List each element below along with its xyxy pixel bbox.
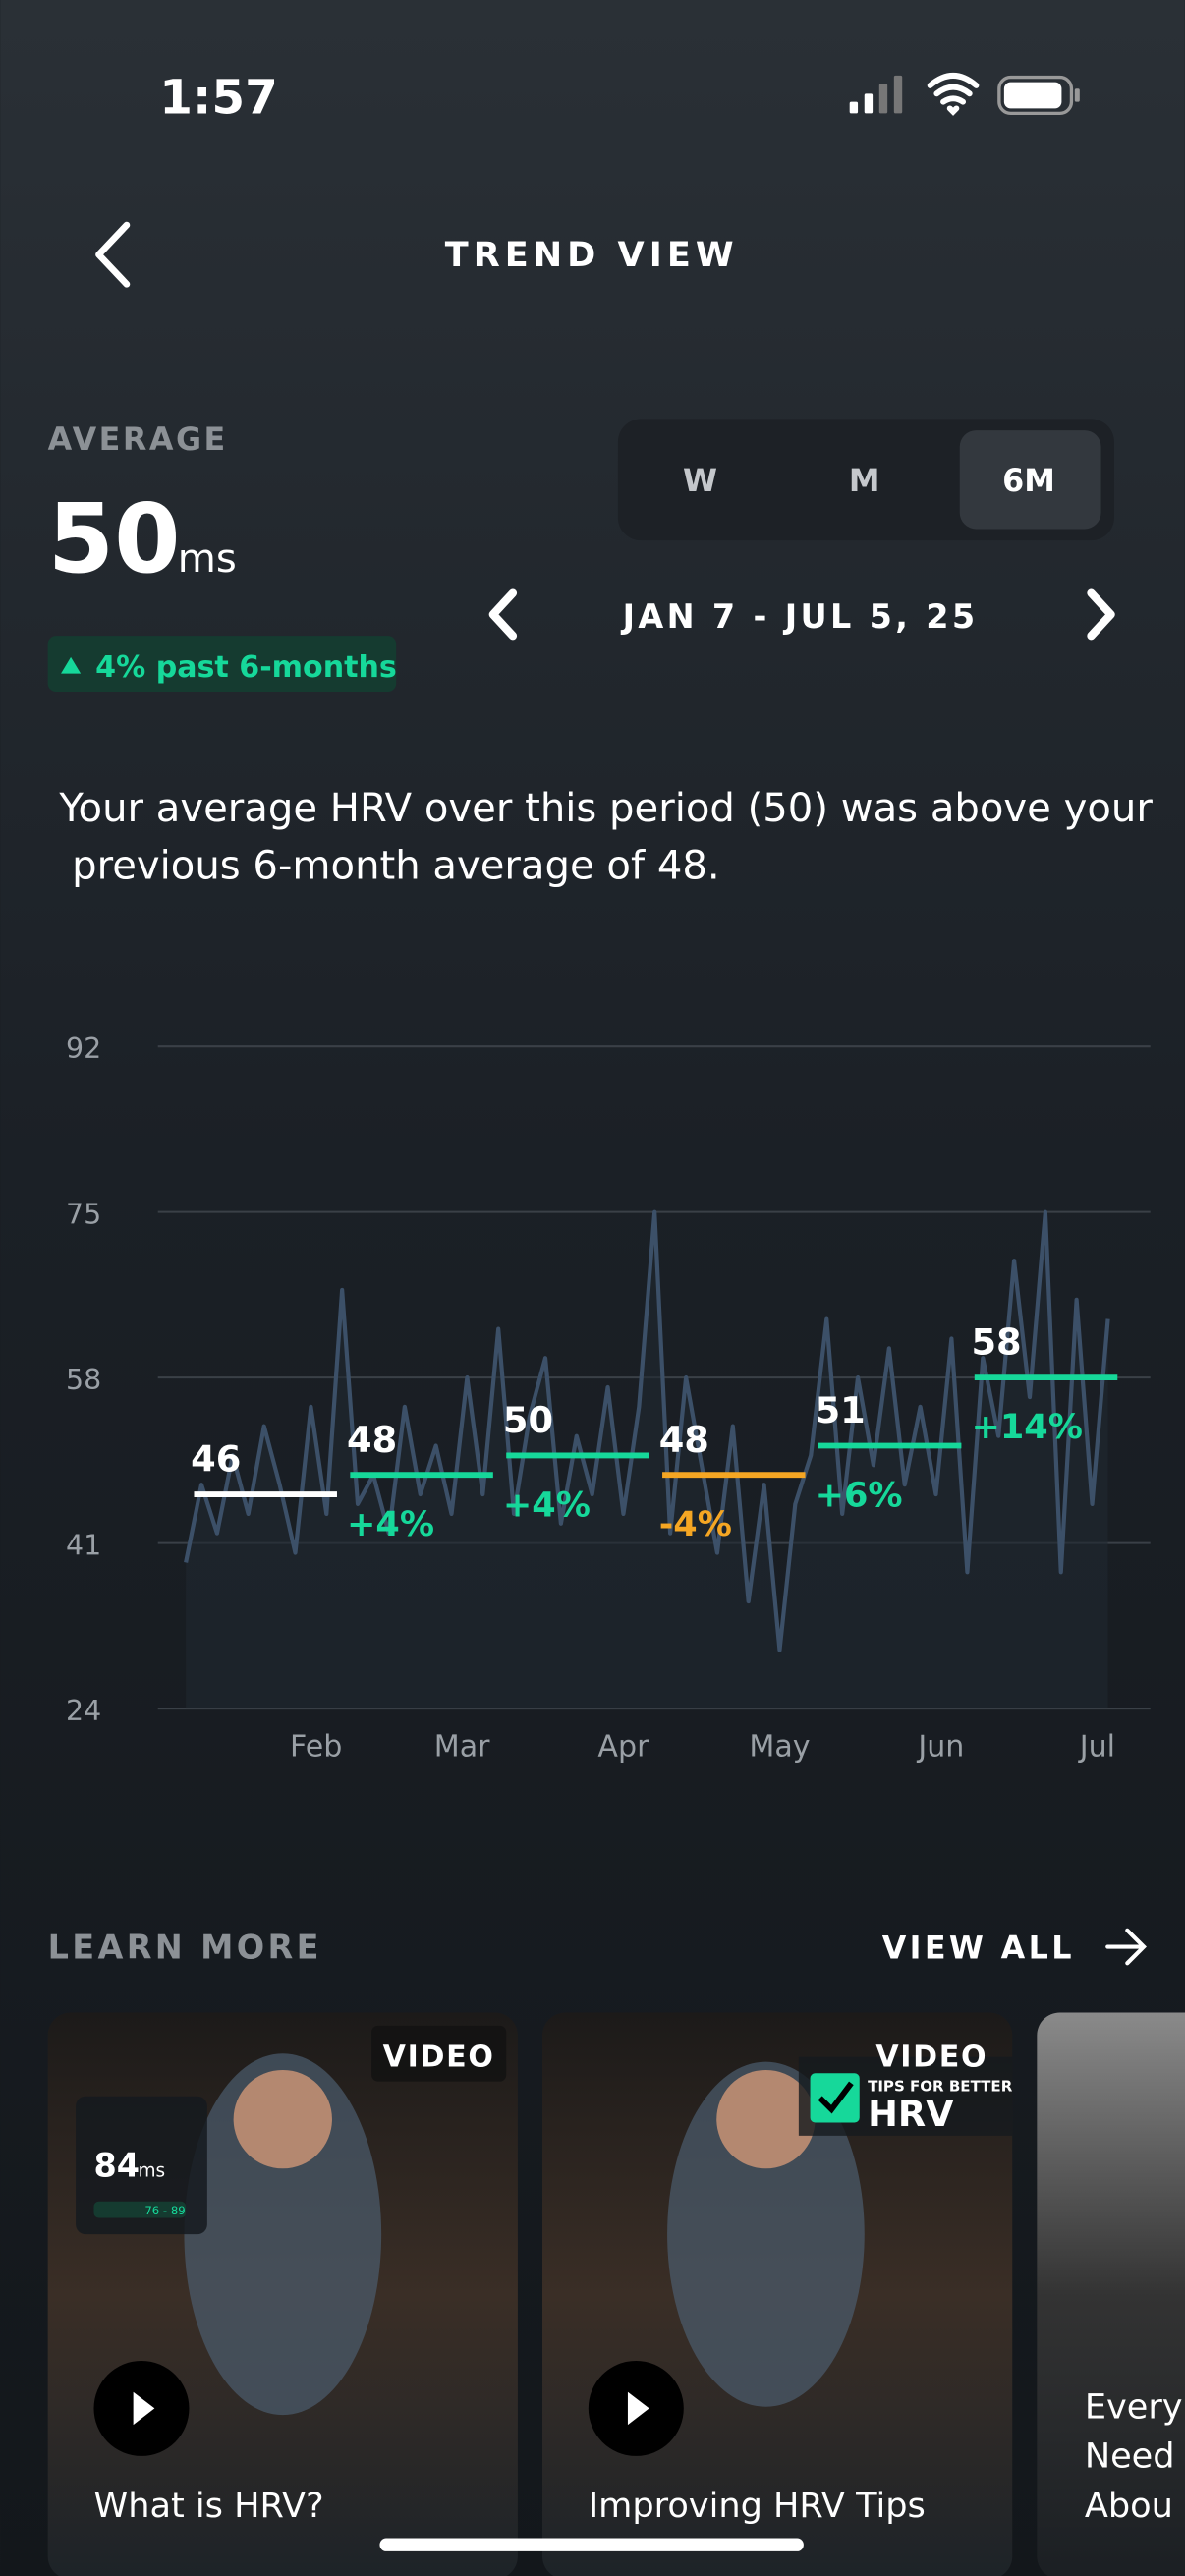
x-tick-label: May	[749, 1730, 810, 1764]
date-range: JAN 7 - JUL 5, 25	[621, 597, 979, 636]
y-tick-label: 24	[66, 1695, 101, 1727]
y-tick-label: 58	[66, 1364, 101, 1396]
overlay-panel	[76, 2096, 207, 2235]
change-text: 4% past 6-months	[95, 650, 397, 685]
presenter	[667, 2061, 865, 2407]
period-average-label: 51	[816, 1389, 866, 1431]
overlay-value: 84	[93, 2147, 140, 2185]
presenter	[184, 2053, 382, 2416]
card-title: What is HRV?	[93, 2486, 323, 2526]
next-range[interactable]	[1087, 588, 1115, 641]
x-tick-label: Feb	[290, 1730, 342, 1764]
battery-icon	[997, 75, 1080, 116]
card-title-line: Need	[1085, 2436, 1175, 2477]
overlay-range: 76 - 89	[144, 2204, 185, 2217]
card-title-line: Abou	[1085, 2486, 1173, 2526]
period-average-label: 48	[347, 1419, 397, 1461]
time: 1:57	[159, 70, 278, 125]
badge-bg	[371, 2025, 507, 2082]
presenter-face	[716, 2069, 816, 2169]
card-title-line: Every	[1085, 2386, 1183, 2427]
card-title: Improving HRV Tips	[589, 2486, 926, 2526]
chart: 24 41 58 75 92 Feb Mar Apr May Jun Jul 46 48 +4% 50 +4%…	[66, 1033, 1151, 1764]
average-label: AVERAGE	[48, 422, 228, 458]
badge: VIDEO	[383, 2041, 495, 2075]
description: Your average HRV over this period (50) w…	[58, 786, 1153, 889]
overlay-big: HRV	[868, 2093, 954, 2135]
view-all-arrow[interactable]	[1105, 1928, 1147, 1966]
period-average-label: 50	[503, 1399, 553, 1441]
line-area	[186, 1211, 1108, 1709]
article-card[interactable]: Every Need Abou	[1037, 2012, 1185, 2576]
back-button[interactable]	[95, 221, 131, 288]
view-all[interactable]: VIEW ALL	[882, 1931, 1075, 1966]
average-value: 50	[48, 483, 181, 594]
presenter-face	[233, 2069, 332, 2169]
up-arrow	[61, 656, 82, 674]
prev-range[interactable]	[488, 588, 518, 641]
check-box	[810, 2073, 860, 2123]
signal-icon	[849, 75, 903, 114]
tab[interactable]: W	[683, 464, 717, 499]
period-change-label: +4%	[503, 1484, 591, 1525]
x-tick-label: Apr	[597, 1730, 649, 1764]
play-icon	[627, 2391, 649, 2426]
badge: VIDEO	[875, 2041, 988, 2075]
tab-selected	[959, 430, 1101, 530]
line-series	[184, 1209, 1110, 1652]
overlay-unit: ms	[139, 2161, 165, 2182]
y-tick-label: 75	[66, 1198, 101, 1230]
x-tick-label: Mar	[434, 1730, 490, 1764]
check	[818, 2081, 854, 2114]
page-title: TREND VIEW	[445, 235, 739, 275]
card-image	[1037, 2012, 1185, 2576]
y-tick-label: 92	[66, 1033, 101, 1065]
section-title: LEARN MORE	[48, 1928, 322, 1966]
video-card[interactable]: 84 ms 76 - 89 VIDEO What is HRV?	[47, 2012, 518, 2576]
period-average-label: 46	[191, 1438, 241, 1481]
y-tick-label: 41	[66, 1529, 101, 1561]
x-tick-label: Jul	[1078, 1730, 1115, 1764]
video-card[interactable]: TIPS FOR BETTER HRV VIDEO Improving HRV …	[542, 2012, 1013, 2576]
change-badge	[47, 636, 397, 692]
tab[interactable]: 6M	[1002, 464, 1055, 499]
period-change-label: +6%	[816, 1475, 903, 1515]
x-tick-label: Jun	[916, 1730, 964, 1764]
tab[interactable]: M	[849, 464, 880, 499]
home-indicator	[379, 2538, 804, 2551]
period-change-label: -4%	[659, 1504, 732, 1544]
period-change-label: +4%	[347, 1504, 434, 1544]
period-change-label: +14%	[971, 1407, 1082, 1447]
period-average-label: 58	[971, 1321, 1021, 1364]
play-icon	[133, 2391, 155, 2426]
overlay-range-bg	[93, 2201, 187, 2218]
wifi-icon	[927, 73, 980, 116]
average-unit: ms	[178, 536, 237, 582]
overlay-small: TIPS FOR BETTER	[868, 2078, 1013, 2096]
period-average-label: 48	[659, 1419, 709, 1461]
